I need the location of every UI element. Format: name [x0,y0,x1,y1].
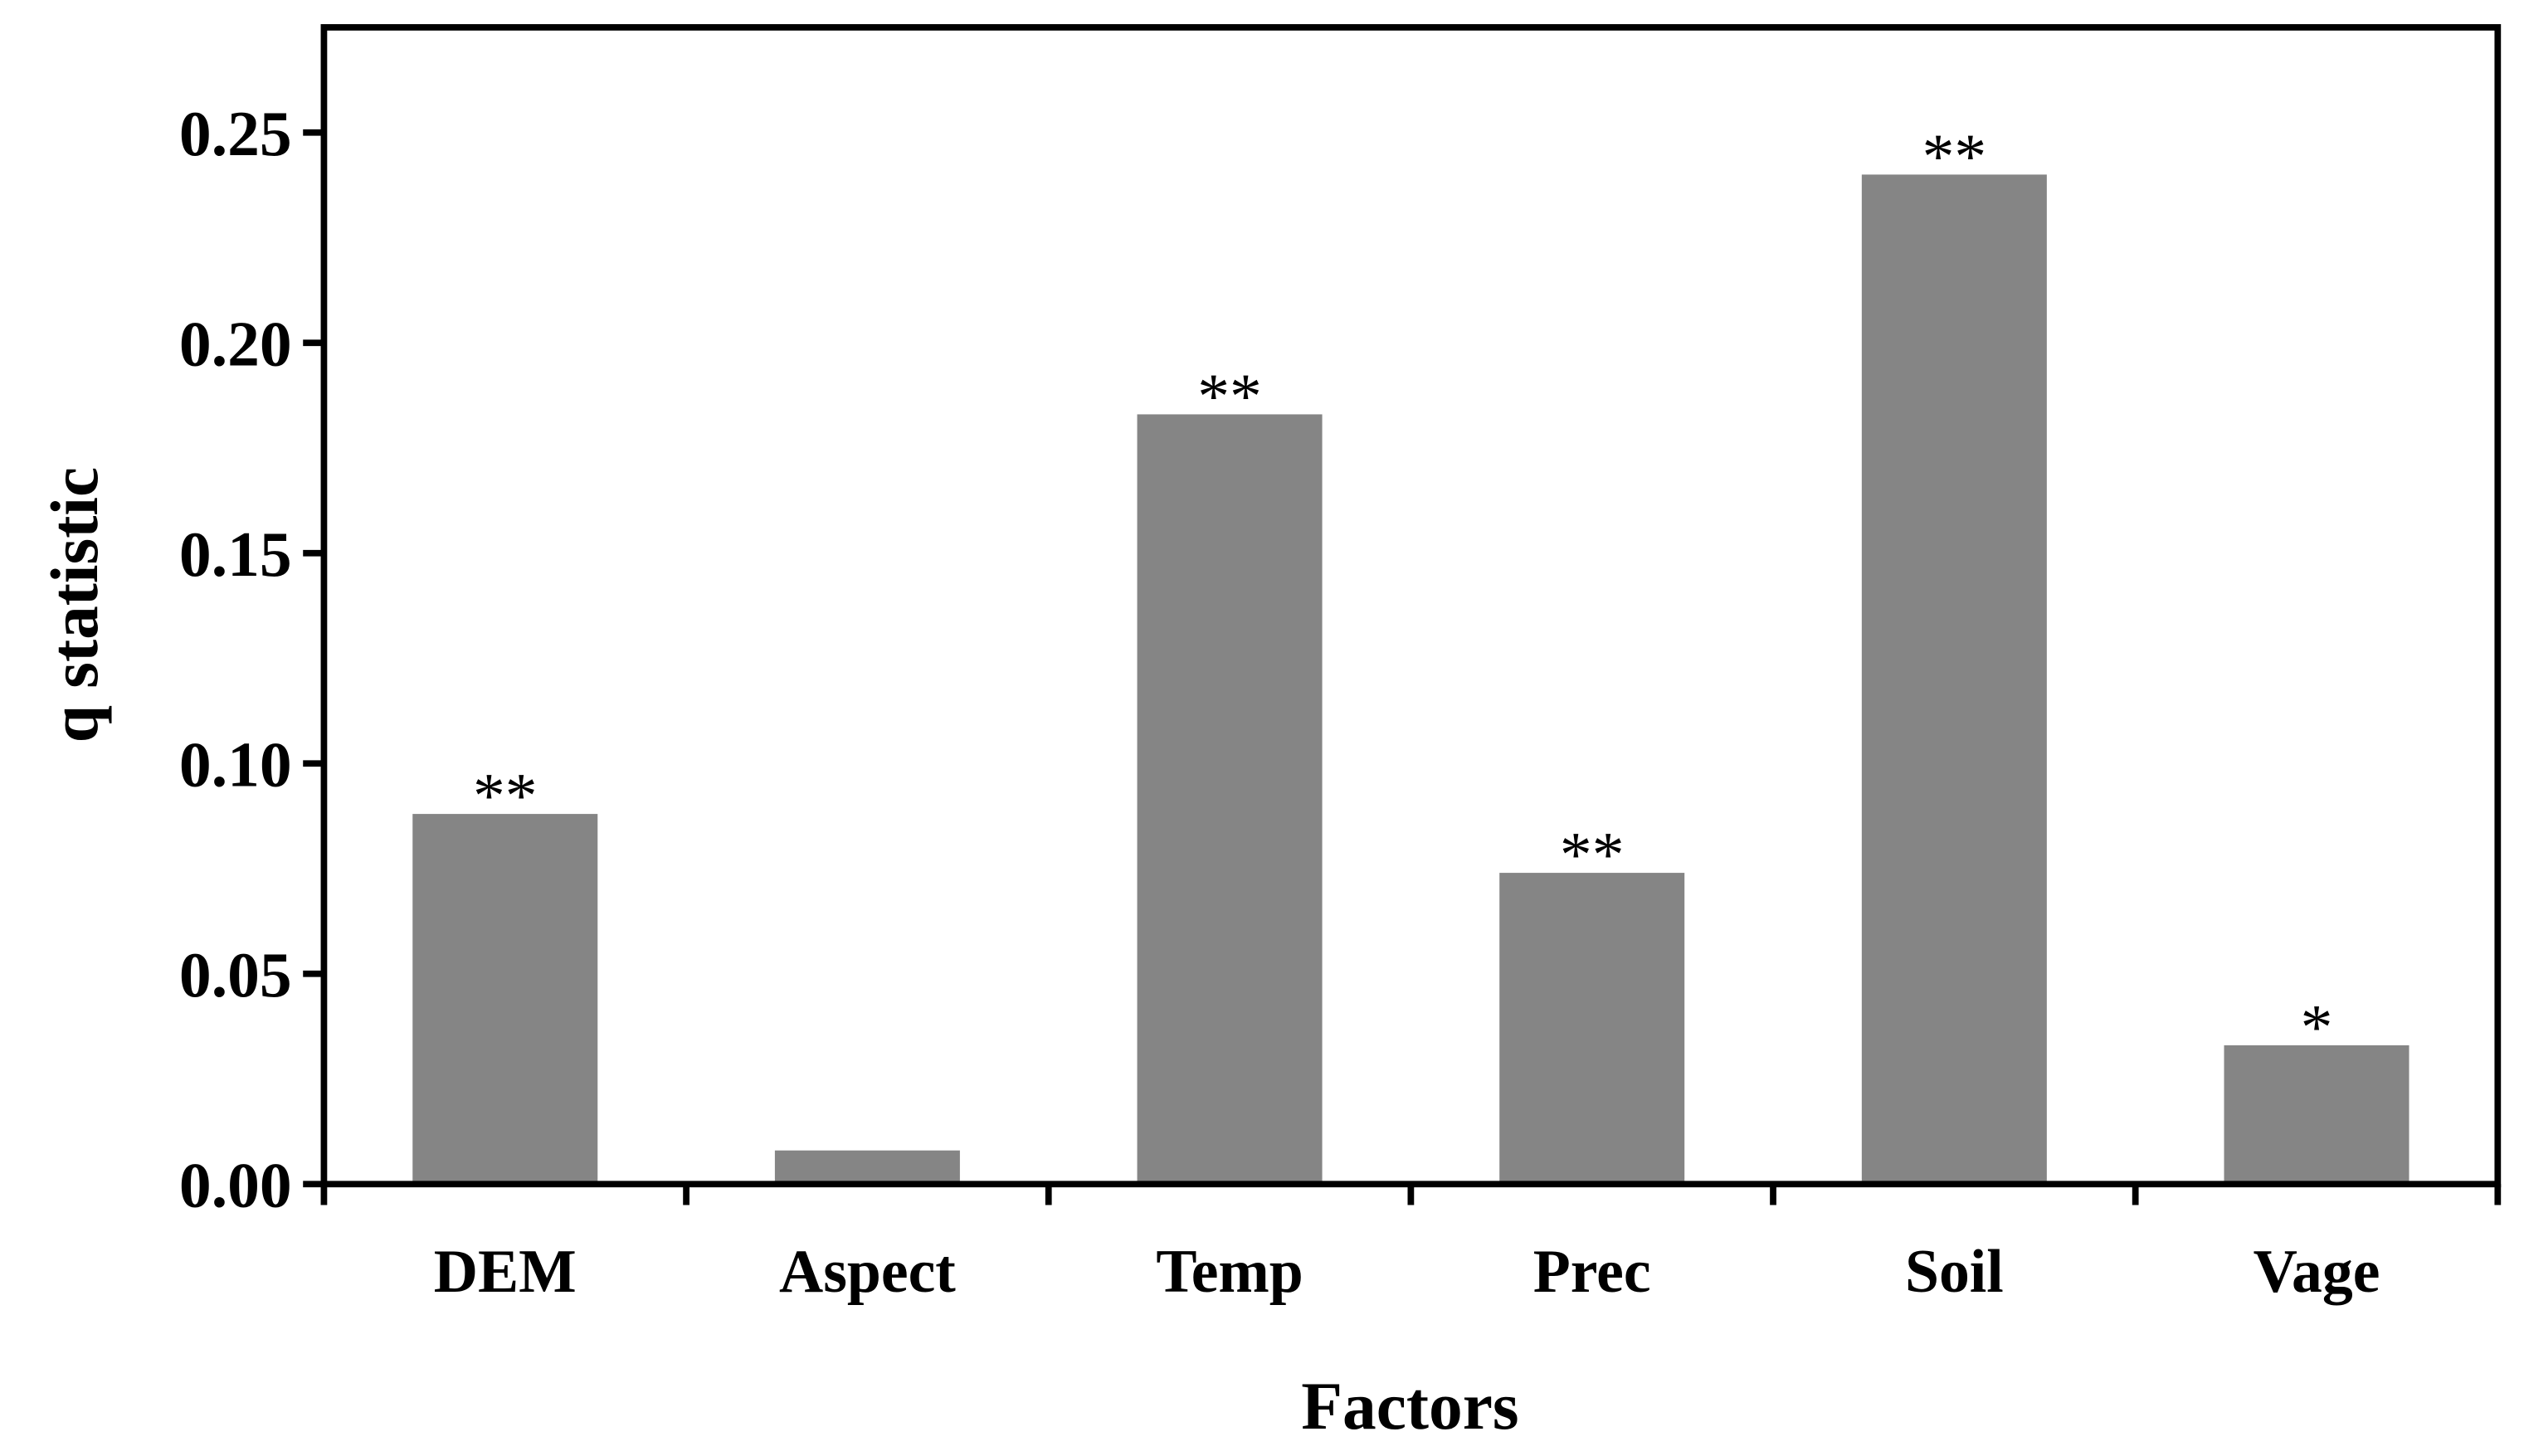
x-tick-label: DEM [434,1237,577,1305]
significance-label: ** [1197,360,1262,431]
x-axis: DEM Aspect Temp Prec Soil Vage [320,1184,2502,1305]
bars [412,174,2409,1185]
bar-prec [1499,873,1685,1185]
y-tick-label: 0.15 [179,519,292,590]
y-tick-label: 0.25 [179,98,292,169]
significance-annotations: ********* [473,120,2332,1063]
y-tick-label: 0.20 [179,308,292,379]
y-tick-label: 0.00 [179,1149,292,1220]
bar-vage [2224,1045,2409,1185]
y-axis-label: q statistic [37,467,112,743]
bar-dem [412,814,598,1185]
y-tick-label: 0.10 [179,728,292,800]
y-axis: 0.00 0.05 0.10 0.15 0.20 0.25 [179,98,324,1220]
x-axis-label: Factors [1301,1368,1518,1444]
significance-label: * [2301,991,2333,1063]
significance-label: ** [1922,120,1987,192]
y-tick-label: 0.05 [179,939,292,1010]
x-tick-label: Temp [1156,1237,1303,1305]
bar-soil [1861,174,2047,1185]
bar-temp [1137,414,1323,1185]
bar-aspect [774,1150,960,1185]
x-tick-label: Aspect [779,1237,956,1305]
x-tick-label: Soil [1905,1237,2004,1305]
x-tick-label: Vage [2254,1237,2380,1305]
x-tick-label: Prec [1533,1237,1651,1305]
plot-frame [320,24,2502,1188]
significance-label: ** [473,760,538,831]
significance-label: ** [1560,819,1625,890]
